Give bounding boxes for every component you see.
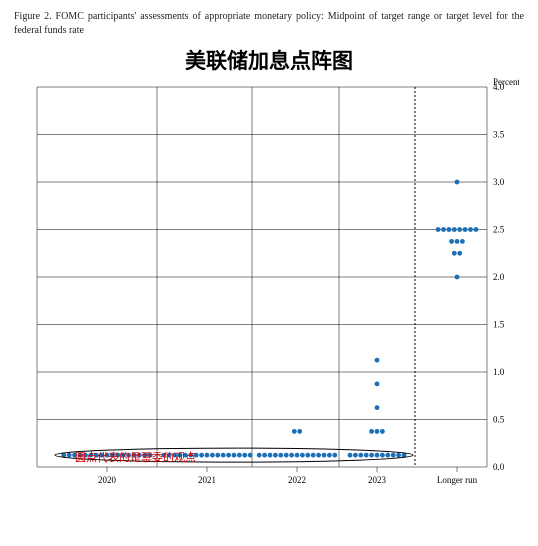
chart-svg: 0.00.51.01.52.02.53.03.54.0Percent202020… (19, 77, 519, 507)
svg-text:2022: 2022 (288, 475, 306, 485)
page-root: Figure 2. FOMC participants' assessments… (0, 0, 538, 546)
svg-text:2020: 2020 (98, 475, 117, 485)
svg-text:3.5: 3.5 (493, 130, 505, 140)
red-annotation-text: 圆点代表的是票委的观点 (75, 449, 196, 465)
dot-plot-chart: 0.00.51.01.52.02.53.03.54.0Percent202020… (19, 77, 519, 507)
svg-text:0.5: 0.5 (493, 415, 505, 425)
svg-text:Longer run: Longer run (437, 475, 478, 485)
figure-caption: Figure 2. FOMC participants' assessments… (14, 10, 524, 37)
svg-text:2023: 2023 (368, 475, 387, 485)
svg-text:1.5: 1.5 (493, 320, 505, 330)
svg-text:2.5: 2.5 (493, 225, 505, 235)
chart-title: 美联储加息点阵图 (14, 45, 524, 75)
svg-text:1.0: 1.0 (493, 367, 505, 377)
svg-text:2021: 2021 (198, 475, 216, 485)
svg-text:Percent: Percent (493, 77, 519, 87)
svg-text:2.0: 2.0 (493, 272, 505, 282)
svg-text:3.0: 3.0 (493, 177, 505, 187)
svg-text:0.0: 0.0 (493, 462, 505, 472)
